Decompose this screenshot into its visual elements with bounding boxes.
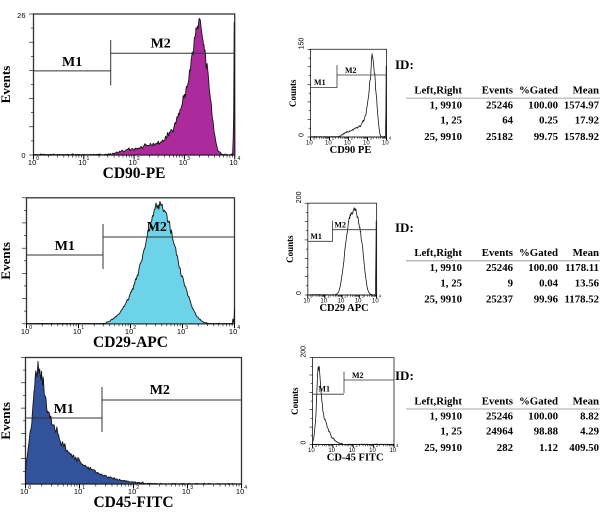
svg-text:M2: M2	[147, 220, 167, 235]
svg-text:100.00: 100.00	[528, 99, 558, 111]
svg-text:Counts: Counts	[285, 235, 295, 263]
svg-text:25246: 25246	[486, 99, 514, 111]
svg-text:0: 0	[299, 133, 306, 137]
svg-text:99.96: 99.96	[534, 294, 559, 306]
svg-text:%Gated: %Gated	[519, 84, 558, 96]
svg-text:1, 25: 1, 25	[440, 277, 462, 289]
svg-text:1178.11: 1178.11	[565, 262, 599, 274]
svg-text:M2: M2	[352, 371, 364, 380]
svg-text:Events: Events	[482, 247, 513, 259]
svg-text:25182: 25182	[486, 131, 513, 143]
svg-text:25, 9910: 25, 9910	[424, 294, 462, 306]
svg-text:25, 9910: 25, 9910	[424, 131, 462, 143]
svg-text:M1: M1	[62, 55, 82, 70]
svg-text:CD45-FITC: CD45-FITC	[93, 494, 173, 511]
svg-text:13.56: 13.56	[575, 277, 600, 289]
svg-text:1, 9910: 1, 9910	[430, 410, 462, 422]
svg-text:M2: M2	[150, 383, 170, 398]
svg-text:Counts: Counts	[288, 79, 298, 107]
svg-text:0: 0	[296, 291, 303, 295]
svg-text:M1: M1	[55, 239, 75, 254]
svg-text:ID:: ID:	[395, 368, 414, 383]
svg-text:ID:: ID:	[395, 57, 414, 72]
svg-text:M1: M1	[310, 232, 322, 241]
svg-text:CD90 PE: CD90 PE	[330, 145, 372, 156]
svg-text:1.12: 1.12	[539, 442, 558, 454]
svg-text:Mean: Mean	[573, 84, 599, 96]
svg-text:CD90-PE: CD90-PE	[103, 165, 166, 182]
svg-text:M1: M1	[314, 78, 326, 87]
svg-text:CD29 APC: CD29 APC	[319, 303, 368, 314]
svg-text:200: 200	[301, 346, 308, 358]
svg-text:Mean: Mean	[573, 395, 599, 407]
svg-text:64: 64	[502, 115, 513, 127]
svg-text:Events: Events	[0, 66, 13, 104]
svg-text:Events: Events	[0, 242, 13, 280]
svg-text:Left,Right: Left,Right	[414, 84, 462, 96]
svg-text:8.82: 8.82	[580, 410, 599, 422]
svg-text:1574.97: 1574.97	[564, 99, 600, 111]
svg-text:25246: 25246	[486, 262, 514, 274]
svg-text:M1: M1	[318, 385, 330, 394]
svg-text:Events: Events	[482, 84, 513, 96]
svg-text:1578.92: 1578.92	[564, 131, 599, 143]
svg-text:25246: 25246	[486, 410, 514, 422]
svg-text:150: 150	[299, 38, 306, 50]
svg-text:282: 282	[497, 442, 513, 454]
svg-text:%Gated: %Gated	[519, 247, 558, 259]
svg-text:Events: Events	[482, 395, 513, 407]
svg-text:Counts: Counts	[290, 387, 300, 415]
svg-text:M2: M2	[334, 221, 346, 230]
svg-text:99.75: 99.75	[534, 131, 558, 143]
svg-text:1, 25: 1, 25	[440, 115, 462, 127]
svg-text:9: 9	[508, 277, 514, 289]
svg-text:25, 9910: 25, 9910	[424, 442, 462, 454]
svg-text:0.04: 0.04	[539, 277, 558, 289]
svg-text:409.50: 409.50	[569, 442, 599, 454]
svg-text:Left,Right: Left,Right	[414, 395, 462, 407]
svg-text:ID:: ID:	[395, 220, 414, 235]
svg-text:M1: M1	[54, 402, 74, 417]
svg-text:200: 200	[296, 191, 303, 203]
svg-text:25237: 25237	[486, 294, 514, 306]
svg-text:100.00: 100.00	[528, 410, 558, 422]
svg-text:Mean: Mean	[573, 247, 599, 259]
svg-text:CD-45 FITC: CD-45 FITC	[327, 453, 384, 464]
svg-text:98.88: 98.88	[534, 426, 559, 438]
svg-text:4.29: 4.29	[580, 426, 599, 438]
svg-text:1178.52: 1178.52	[565, 294, 600, 306]
svg-text:Events: Events	[0, 402, 13, 440]
svg-text:0: 0	[21, 151, 25, 160]
svg-text:1, 25: 1, 25	[440, 426, 462, 438]
svg-text:0.25: 0.25	[539, 115, 558, 127]
svg-text:24964: 24964	[486, 426, 514, 438]
svg-text:%Gated: %Gated	[519, 395, 558, 407]
svg-text:1, 9910: 1, 9910	[430, 99, 462, 111]
svg-text:CD29-APC: CD29-APC	[93, 334, 168, 351]
svg-text:M2: M2	[345, 66, 357, 75]
svg-text:26: 26	[17, 11, 25, 20]
svg-text:100.00: 100.00	[528, 262, 558, 274]
svg-text:17.92: 17.92	[575, 115, 599, 127]
svg-text:Left,Right: Left,Right	[414, 247, 462, 259]
svg-text:1, 9910: 1, 9910	[430, 262, 462, 274]
svg-text:0: 0	[301, 441, 308, 445]
svg-text:M2: M2	[151, 36, 171, 51]
